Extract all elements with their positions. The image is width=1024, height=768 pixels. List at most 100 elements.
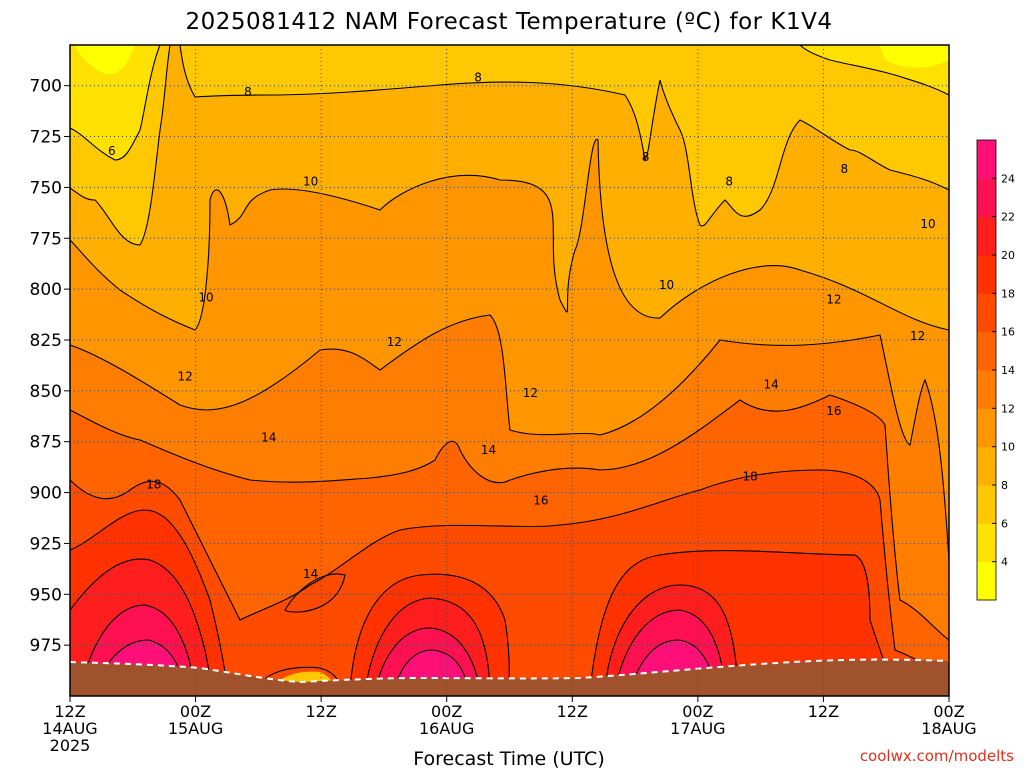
x-tick-label: 12Z <box>54 702 85 721</box>
contour-label: 6 <box>108 144 116 158</box>
contour-label: 18 <box>743 469 758 483</box>
band-fill-6-8 <box>70 45 949 245</box>
colorbar-label: 10 <box>1001 441 1015 454</box>
temperature-bands <box>70 45 949 696</box>
plot-frame <box>69 44 950 697</box>
y-tick-label: 750 <box>30 178 62 198</box>
credit-text: coolwx.com/modelts <box>860 747 1014 765</box>
isotherm-22-a <box>79 604 196 691</box>
isotherm-12 <box>70 314 949 561</box>
y-tick-label: 950 <box>30 585 62 605</box>
y-tick-label: 825 <box>30 331 62 351</box>
colorbar-swatch <box>977 370 996 409</box>
isotherm-20-c <box>604 584 739 691</box>
x-tick-label: 12Z <box>305 702 336 721</box>
colorbar-swatch <box>977 255 996 294</box>
contour-label: 12 <box>826 292 841 306</box>
colorbar-swatch <box>977 140 996 179</box>
y-tick-label: 775 <box>30 229 62 249</box>
contour-label: 16 <box>826 404 841 418</box>
contour-label: 14 <box>763 378 778 392</box>
y-tick-label: 700 <box>30 77 62 97</box>
y-tick-label: 725 <box>30 128 62 148</box>
x-tick-label: 14AUG <box>42 719 97 738</box>
contour-label: 8 <box>474 71 482 85</box>
contour-label: 14 <box>481 443 496 457</box>
contour-label: 8 <box>841 162 849 176</box>
y-tick-label: 875 <box>30 433 62 453</box>
contour-label: 12 <box>177 370 192 384</box>
isotherm-6-left <box>70 45 161 161</box>
contour-label: 8 <box>642 150 650 164</box>
colorbar-label: 6 <box>1001 517 1008 530</box>
colorbar-swatch <box>977 485 996 524</box>
y-tick-label: 925 <box>30 534 62 554</box>
contour-label: 10 <box>659 278 674 292</box>
x-tick-label: 12Z <box>557 702 588 721</box>
colorbar-label: 16 <box>1001 326 1015 339</box>
x-tick-label: 16AUG <box>419 719 474 738</box>
contour-label: 10 <box>303 174 318 188</box>
y-tick-label: 900 <box>30 484 62 504</box>
isotherm-18-a <box>70 509 229 691</box>
colorbar-label: 4 <box>1001 556 1008 569</box>
x-tick-label: 00Z <box>933 702 964 721</box>
contour-label: 12 <box>387 335 402 349</box>
x-tick-label: 00Z <box>431 702 462 721</box>
colorbar-swatch <box>977 331 996 371</box>
contour-label: 12 <box>523 386 538 400</box>
colorbar-label: 8 <box>1001 479 1008 492</box>
isotherm-8-top <box>179 45 949 227</box>
contour-label: 10 <box>198 290 213 304</box>
y-axis: 700 725 750 775 800 825 850 875 900 925 950 975 <box>30 77 70 656</box>
isotherm-10 <box>70 139 949 331</box>
isotherm-22-b <box>374 627 481 691</box>
band-fill-20-22 <box>70 559 738 690</box>
y-tick-label: 850 <box>30 382 62 402</box>
x-tick-label: 2025 <box>50 736 91 755</box>
colorbar-swatch <box>977 446 996 486</box>
isotherm-22-c <box>614 609 726 691</box>
temperature-colorbar: 4 6 8 10 12 14 16 18 20 22 24 <box>976 139 1015 601</box>
contour-label: 8 <box>725 174 733 188</box>
colorbar-label: 12 <box>1001 402 1015 415</box>
colorbar-label: 18 <box>1001 287 1015 300</box>
isotherm-18-b <box>349 573 510 691</box>
contour-label: 8 <box>244 85 252 99</box>
colorbar-swatch <box>977 216 996 256</box>
colorbar-label: 14 <box>1001 364 1015 377</box>
contour-label: 12 <box>910 329 925 343</box>
contour-label: 18 <box>146 477 161 491</box>
x-tick-label: 00Z <box>180 702 211 721</box>
colorbar-swatch <box>977 293 996 333</box>
x-tick-label: 17AUG <box>670 719 725 738</box>
x-axis-label: Forecast Time (UTC) <box>413 748 604 768</box>
colorbar-swatch <box>977 178 996 218</box>
contour-label: 10 <box>920 217 935 231</box>
terrain-ground <box>70 659 949 696</box>
band-fill-22-24 <box>80 605 725 690</box>
isotherm-20-b <box>364 597 491 691</box>
colorbar-swatch <box>977 561 996 601</box>
grid-lines <box>70 45 949 696</box>
colorbar-swatch <box>977 523 996 563</box>
isotherm-lines <box>70 45 949 691</box>
x-tick-label: 12Z <box>808 702 839 721</box>
x-tick-label: 15AUG <box>168 719 223 738</box>
x-tick-label: 18AUG <box>921 719 976 738</box>
isotherm-8-left <box>70 45 171 246</box>
y-tick-label: 800 <box>30 280 62 300</box>
terrain-edge <box>69 658 950 684</box>
band-fill-4-6 <box>70 45 949 160</box>
isotherm-4-corner <box>799 45 949 96</box>
x-tick-label: 00Z <box>682 702 713 721</box>
colorbar-swatch <box>977 408 996 448</box>
contour-label: 14 <box>261 431 276 445</box>
isotherm-18-c <box>589 550 896 691</box>
colorbar-label: 24 <box>1001 172 1015 185</box>
contour-label: 14 <box>303 567 318 581</box>
isotherm-14 <box>70 394 949 641</box>
isotherm-16 <box>70 469 949 681</box>
